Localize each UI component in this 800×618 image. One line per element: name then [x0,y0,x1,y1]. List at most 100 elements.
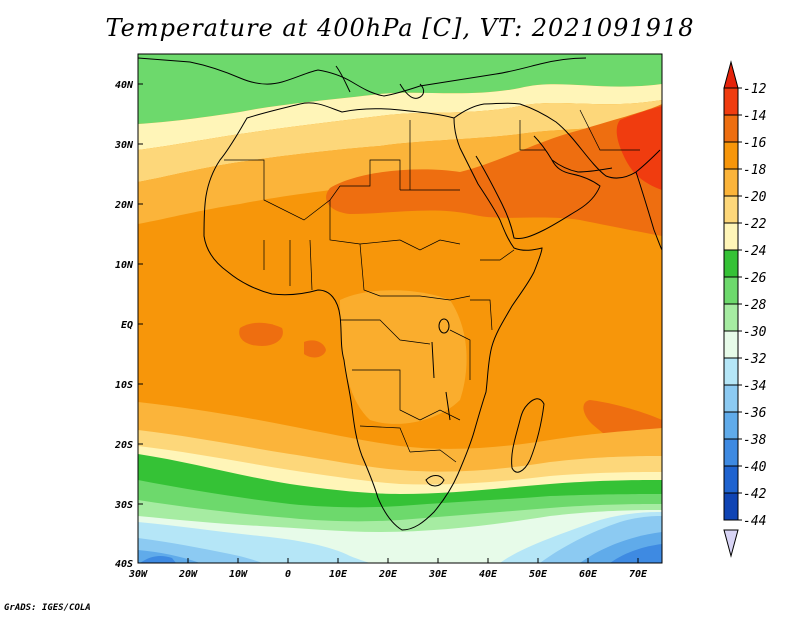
madagascar-coast [511,398,545,473]
field-north-green [138,54,662,124]
colorbar-label: -18 [743,163,767,178]
greece-coast [399,83,425,99]
map-title: Temperature at 400hPa [C], VT: 202109191… [105,14,695,42]
colorbar-box [723,168,739,197]
lat-label: 20N [114,200,134,211]
border-angola [352,369,421,421]
map-frame [137,53,663,564]
lake-tanganyika-malawi [431,341,451,421]
lat-label: 10S [115,380,133,391]
colorbar-label: -22 [743,217,767,232]
border-iran [579,109,640,151]
india-coast [635,171,662,251]
lon-label: 10E [329,569,348,580]
border-nigeria-cameroon [359,243,381,297]
colorbar-label: -30 [743,325,767,340]
border-ethiopia [480,249,515,261]
footer-credit: GrADS: IGES/COLA [4,603,91,613]
middleeast-coast [453,102,661,179]
colorbar-label: -40 [743,460,767,475]
field-hot-spot-gulf [304,340,326,358]
colorbar-box [723,357,739,386]
europe-coast [138,57,587,97]
border-sudan-south [399,239,461,251]
colorbar-box [723,492,739,521]
colorbar: -12 -14 -16 -18 -20 -22 -24 -26 -28 -30 -32 -34 -36 -… [723,60,767,558]
temperature-field [138,54,662,563]
coastlines [138,57,662,531]
colorbar-label: -28 [743,298,767,313]
colorbar-label: -14 [743,109,766,124]
lon-axis: 30W 20W 10W 0 10E 20E 30E 40E 50E 60E 70… [128,558,648,580]
lon-label: 30W [128,569,148,580]
lat-label: EQ [121,320,133,331]
lakes [425,318,451,487]
colorbar-label: -42 [743,487,767,502]
colorbar-label: -16 [743,136,767,151]
colorbar-label: -20 [743,190,767,205]
lat-label: 20S [114,440,133,451]
field-hot-spot-atlantic [239,322,283,346]
border-central-1 [380,295,471,301]
border-sahel [329,200,401,245]
colorbar-label: -12 [743,82,767,97]
colorbar-box [723,222,739,251]
border-nw-africa [224,159,341,221]
field-north-yellow [138,100,662,182]
africa-coast [203,102,543,531]
colorbar-label: -24 [743,244,766,259]
border-west-africa-3 [309,239,313,291]
border-iraq-saudi [519,120,546,151]
colorbar-label: -34 [743,379,766,394]
colorbar-label: -32 [743,352,767,367]
border-zambia [419,409,461,421]
lat-label: 30S [114,500,133,511]
border-kenya [470,299,493,331]
lake-victoria [438,318,450,334]
colorbar-box [723,276,739,305]
italy-coast [335,65,351,93]
colorbar-bottom-arrow [723,529,739,558]
lon-label: 50E [529,569,548,580]
colorbar-label: -26 [743,271,767,286]
lat-label: 40N [115,80,134,91]
field-south-darkblue-w [140,555,176,563]
colorbar-box [723,114,739,143]
lon-label: 60E [579,569,598,580]
lat-label: 40S [115,559,133,570]
colorbar-box [723,195,739,224]
gulf-coast [551,159,613,173]
border-tanzania [449,329,471,380]
colorbar-box [723,330,739,359]
lesotho [425,475,445,487]
border-congo [340,319,431,345]
country-borders [224,109,640,463]
colorbar-boxes [723,87,739,521]
field-hot-core [326,104,662,236]
lon-label: 20E [378,569,398,580]
border-botswana [409,449,457,463]
field-north-pale [138,84,662,150]
lon-label: 0 [285,569,291,580]
colorbar-box [723,438,739,467]
border-sahara [340,159,401,190]
lat-label: 30N [114,140,134,151]
colorbar-top-arrow [723,60,739,89]
border-namibia [359,425,411,453]
lon-label: 20W [178,569,198,580]
lon-ticks [187,558,639,563]
colorbar-label: -44 [743,514,766,529]
colorbar-box [723,249,739,278]
lon-label: 70E [629,569,648,580]
lon-label: 10W [229,569,248,580]
lat-ticks [138,83,143,505]
colorbar-label: -38 [743,433,767,448]
lon-label: 40E [479,569,498,580]
colorbar-box [723,141,739,170]
field-hot-peak [616,106,662,190]
arabia-coast [475,135,601,239]
lat-axis: 40N 30N 20N 10N EQ 10S 20S 30S 40S [114,80,143,570]
colorbar-box [723,303,739,332]
lat-label: 10N [115,260,134,271]
